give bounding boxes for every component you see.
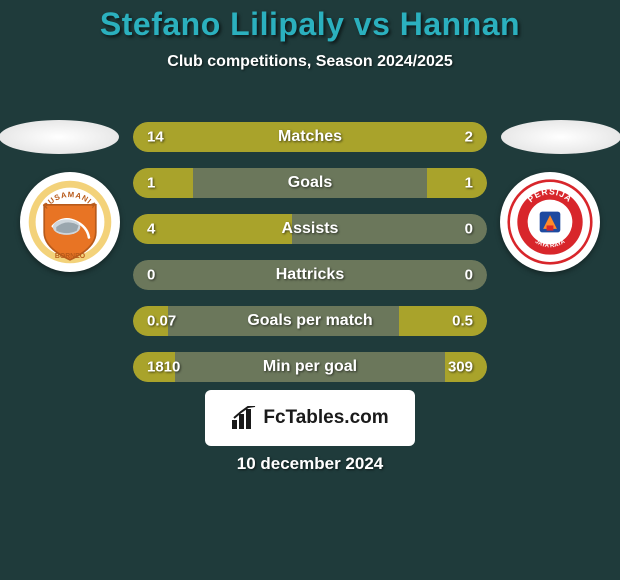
stat-left-value: 1810 xyxy=(147,359,180,376)
bar-right-fill xyxy=(395,122,487,152)
stat-left-value: 1 xyxy=(147,175,155,192)
stat-left-value: 0 xyxy=(147,267,155,284)
fctables-label: FcTables.com xyxy=(263,407,388,429)
fctables-logo-icon xyxy=(231,406,257,430)
stat-bars: 142Matches11Goals40Assists00Hattricks0.0… xyxy=(133,122,487,398)
stat-right-value: 2 xyxy=(465,129,473,146)
stat-right-value: 0.5 xyxy=(452,313,473,330)
ellipse-left xyxy=(0,120,119,154)
subtitle: Club competitions, Season 2024/2025 xyxy=(0,53,620,71)
stat-row: 142Matches xyxy=(133,122,487,152)
date-text: 10 december 2024 xyxy=(0,454,620,474)
stat-row: 0.070.5Goals per match xyxy=(133,306,487,336)
content-root: Stefano Lilipaly vs Hannan Club competit… xyxy=(0,0,620,580)
stat-right-value: 0 xyxy=(465,267,473,284)
pusamania-shield-icon: PUSAMANIA BORNEO xyxy=(27,179,113,265)
persija-badge-icon: PERSIJA JAYA RAYA xyxy=(507,179,593,265)
stat-right-value: 309 xyxy=(448,359,473,376)
stat-row: 40Assists xyxy=(133,214,487,244)
club-badge-right: PERSIJA JAYA RAYA xyxy=(500,172,600,272)
bar-right-fill xyxy=(399,306,488,336)
fctables-badge: FcTables.com xyxy=(205,390,415,446)
ellipse-right xyxy=(501,120,620,154)
stat-left-value: 14 xyxy=(147,129,164,146)
bar-right-fill xyxy=(427,168,487,198)
bar-track xyxy=(133,260,487,290)
stat-row: 00Hattricks xyxy=(133,260,487,290)
stat-left-value: 0.07 xyxy=(147,313,176,330)
bar-left-fill xyxy=(133,122,395,152)
stat-left-value: 4 xyxy=(147,221,155,238)
stat-row: 11Goals xyxy=(133,168,487,198)
bar-track xyxy=(133,352,487,382)
svg-text:BORNEO: BORNEO xyxy=(55,253,86,260)
stat-right-value: 0 xyxy=(465,221,473,238)
bar-left-fill xyxy=(133,168,193,198)
page-title: Stefano Lilipaly vs Hannan xyxy=(0,0,620,43)
club-badge-left: PUSAMANIA BORNEO xyxy=(20,172,120,272)
stat-row: 1810309Min per goal xyxy=(133,352,487,382)
bar-left-fill xyxy=(133,214,292,244)
stat-right-value: 1 xyxy=(465,175,473,192)
